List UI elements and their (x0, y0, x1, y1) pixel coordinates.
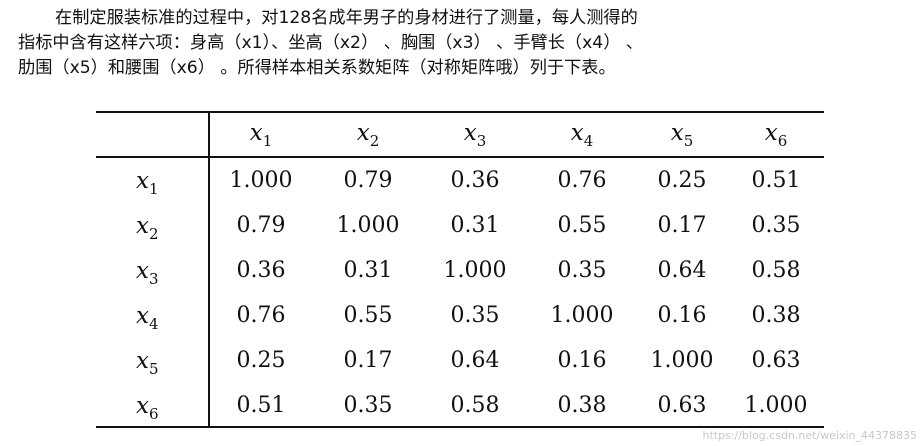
column-header-subscript: 2 (369, 132, 380, 150)
table-cell: 0.25 (236, 348, 286, 373)
table-cell: 1.000 (336, 213, 400, 238)
column-header: x4 (529, 120, 635, 154)
table-cell: 0.58 (751, 258, 801, 283)
watermark: https://blog.csdn.net/weixin_44378835 (702, 429, 917, 442)
row-label: x4 (136, 303, 176, 337)
table-cell: 0.55 (557, 213, 607, 238)
table-cell: 0.35 (450, 303, 500, 328)
intro-line-1: 在制定服装标准的过程中，对128名成年男子的身材进行了测量，每人测得的 (55, 8, 638, 28)
column-header: x2 (315, 120, 421, 154)
table-cell: 0.79 (343, 168, 393, 193)
column-header-subscript: 4 (583, 132, 594, 150)
table-cell: 0.51 (236, 393, 286, 418)
row-label-var: x (136, 168, 149, 194)
table-cell: 0.35 (343, 393, 393, 418)
row-label-var: x (136, 213, 149, 239)
row-label-var: x (136, 303, 149, 329)
table-cell: 0.16 (657, 303, 707, 328)
table-cell: 0.76 (236, 303, 286, 328)
column-header: x1 (208, 120, 314, 154)
row-label-var: x (136, 258, 149, 284)
row-label-subscript: 1 (148, 180, 159, 198)
intro-line-3: 肋围（x5）和腰围（x6） 。所得样本相关系数矩阵（对称矩阵哦）列于下表。 (18, 58, 616, 78)
table-bottom-rule (96, 426, 824, 428)
column-header-var: x (249, 120, 263, 146)
row-label: x3 (136, 258, 176, 292)
table-cell: 1.000 (744, 393, 808, 418)
table-cell: 0.38 (751, 303, 801, 328)
table-cell: 0.58 (450, 393, 500, 418)
table-header-rule (96, 156, 824, 158)
table-cell: 0.25 (657, 168, 707, 193)
row-label-var: x (136, 393, 149, 419)
row-label-subscript: 2 (148, 225, 159, 243)
table-cell: 0.76 (557, 168, 607, 193)
row-label-var: x (136, 348, 149, 374)
table-cell: 0.38 (557, 393, 607, 418)
row-label-subscript: 3 (148, 270, 159, 288)
row-label-subscript: 6 (148, 405, 159, 423)
intro-line-2: 指标中含有这样六项：身高（x1）、坐高（x2） 、胸围（x3） 、手臂长（x4）… (18, 33, 644, 53)
row-label: x2 (136, 213, 176, 247)
table-cell: 1.000 (650, 348, 714, 373)
correlation-matrix-table: x1 x2 x3 x4 x5 x6 x1 1.000 0.79 0.36 0.76 0.25 0.51 x… (96, 111, 824, 428)
column-header-var: x (764, 120, 778, 146)
table-vertical-rule (208, 111, 210, 428)
column-header-subscript: 5 (683, 132, 694, 150)
table-cell: 0.35 (751, 213, 801, 238)
table-cell: 0.79 (236, 213, 286, 238)
table-cell: 1.000 (229, 168, 293, 193)
table-cell: 0.63 (751, 348, 801, 373)
table-cell: 0.63 (657, 393, 707, 418)
table-cell: 0.64 (450, 348, 500, 373)
column-header: x3 (422, 120, 528, 154)
column-header-subscript: 1 (262, 132, 273, 150)
column-header-var: x (670, 120, 684, 146)
column-header: x6 (723, 120, 829, 154)
column-header-var: x (570, 120, 584, 146)
table-cell: 0.55 (343, 303, 393, 328)
intro-paragraph: 在制定服装标准的过程中，对128名成年男子的身材进行了测量，每人测得的 指标中含… (18, 6, 913, 81)
column-header-var: x (356, 120, 370, 146)
row-label-subscript: 4 (148, 315, 159, 333)
column-header-subscript: 3 (476, 132, 487, 150)
table-cell: 0.31 (343, 258, 393, 283)
table-cell: 0.17 (343, 348, 393, 373)
column-header: x5 (629, 120, 735, 154)
row-label-subscript: 5 (148, 360, 159, 378)
column-header-var: x (463, 120, 477, 146)
table-cell: 0.31 (450, 213, 500, 238)
row-label: x1 (136, 168, 176, 202)
table-cell: 0.16 (557, 348, 607, 373)
table-cell: 1.000 (550, 303, 614, 328)
row-label: x5 (136, 348, 176, 382)
table-cell: 1.000 (443, 258, 507, 283)
table-cell: 0.51 (751, 168, 801, 193)
table-cell: 0.35 (557, 258, 607, 283)
row-label: x6 (136, 393, 176, 427)
table-cell: 0.36 (450, 168, 500, 193)
table-cell: 0.64 (657, 258, 707, 283)
table-cell: 0.36 (236, 258, 286, 283)
table-cell: 0.17 (657, 213, 707, 238)
table-top-rule (96, 111, 824, 113)
column-header-subscript: 6 (777, 132, 788, 150)
